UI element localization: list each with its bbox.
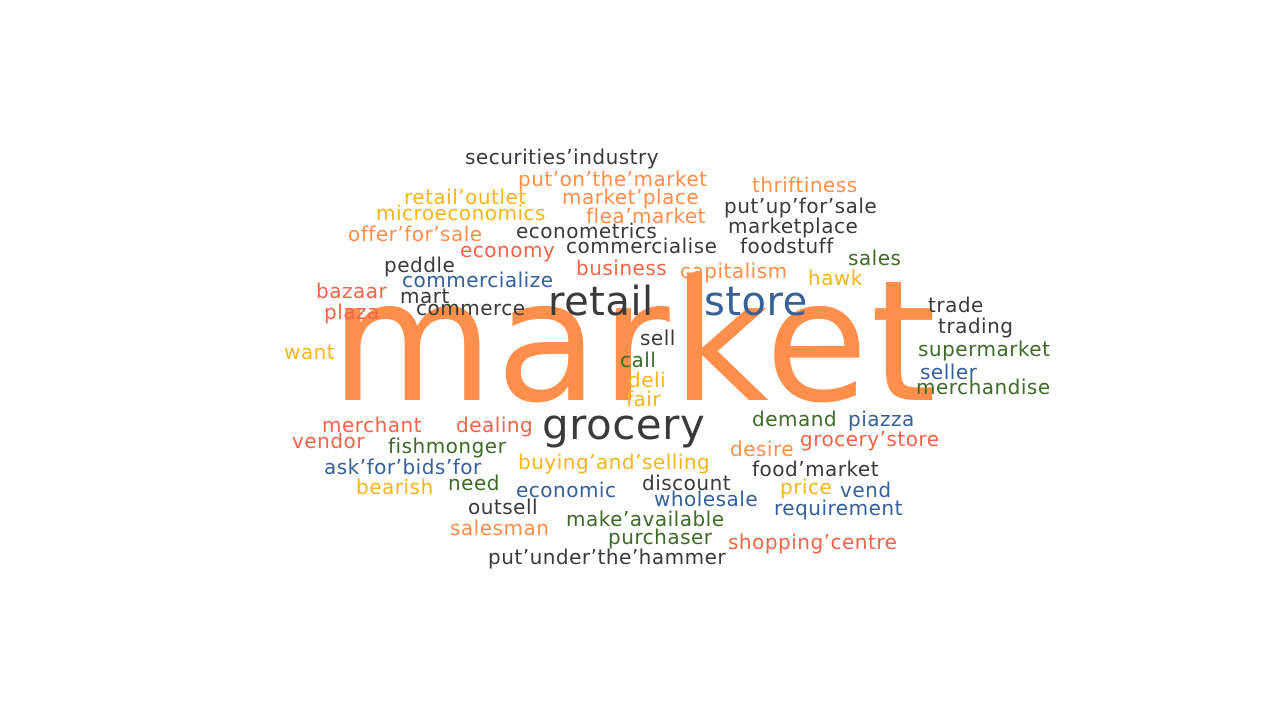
word-demand: demand [752, 407, 838, 431]
word-put-on-the-market: put’on’the’market [518, 167, 708, 191]
word-foodstuff: foodstuff [740, 234, 834, 258]
word-food-market: food’market [752, 457, 880, 481]
word-vendor: vendor [292, 429, 365, 453]
word-desire: desire [730, 437, 795, 461]
word-retail-outlet: retail’outlet [404, 185, 527, 209]
word-fair: fair [626, 387, 662, 411]
word-trade: trade [928, 293, 984, 317]
word-store: store [704, 279, 808, 325]
word-call: call [620, 348, 657, 372]
word-bearish: bearish [356, 475, 434, 499]
word-wholesale: wholesale [654, 487, 759, 511]
word-merchandise: merchandise [916, 375, 1051, 399]
word-merchant: merchant [322, 413, 423, 437]
word-hawk: hawk [808, 266, 863, 290]
word-commercialise: commercialise [566, 234, 718, 258]
word-dealing: dealing [456, 413, 534, 437]
word-buying-and-selling: buying’and’selling [518, 450, 711, 474]
word-purchaser: purchaser [608, 525, 713, 549]
word-deli: deli [628, 368, 667, 392]
word-market-place: market’place [562, 185, 700, 209]
word-ask-for-bids-for: ask’for’bids’for [324, 455, 482, 479]
word-sell: sell [640, 326, 676, 350]
word-bazaar: bazaar [316, 279, 388, 303]
word-thriftiness: thriftiness [752, 173, 858, 197]
word-mart: mart [400, 284, 450, 308]
word-shopping-centre: shopping’centre [728, 530, 898, 554]
word-plaza: plaza [324, 300, 380, 324]
word-vend: vend [840, 478, 892, 502]
word-supermarket: supermarket [918, 337, 1051, 361]
word-economy: economy [460, 238, 556, 262]
word-put-under-the-hammer: put’under’the’hammer [488, 545, 727, 569]
word-fishmonger: fishmonger [388, 434, 507, 458]
word-salesman: salesman [450, 516, 550, 540]
word-flea-market: flea’market [586, 204, 706, 228]
word-retail: retail [548, 279, 654, 325]
word-price: price [780, 475, 833, 499]
word-put-up-for-sale: put’up’for’sale [724, 194, 878, 218]
word-need: need [448, 471, 500, 495]
word-grocery: grocery [542, 400, 706, 449]
word-sales: sales [848, 246, 902, 270]
word-econometrics: econometrics [516, 219, 658, 243]
word-seller: seller [920, 360, 978, 384]
word-securities-industry: securities’industry [465, 145, 660, 169]
word-peddle: peddle [384, 253, 456, 277]
word-market: market [330, 244, 939, 440]
word-business: business [576, 256, 668, 280]
word-capitalism: capitalism [680, 259, 788, 283]
word-commercialize: commercialize [402, 268, 554, 292]
word-requirement: requirement [774, 496, 903, 520]
word-make-available: make’available [566, 507, 725, 531]
word-commerce: commerce [416, 296, 526, 320]
word-offer-for-sale: offer’for’sale [348, 222, 483, 246]
word-microeconomics: microeconomics [376, 201, 546, 225]
word-outsell: outsell [468, 495, 539, 519]
word-piazza: piazza [848, 407, 915, 431]
word-trading: trading [938, 314, 1014, 338]
word-discount: discount [642, 471, 732, 495]
word-want: want [284, 340, 336, 364]
word-marketplace: marketplace [728, 214, 859, 238]
word-economic: economic [516, 478, 617, 502]
word-grocery-store: grocery’store [800, 427, 940, 451]
